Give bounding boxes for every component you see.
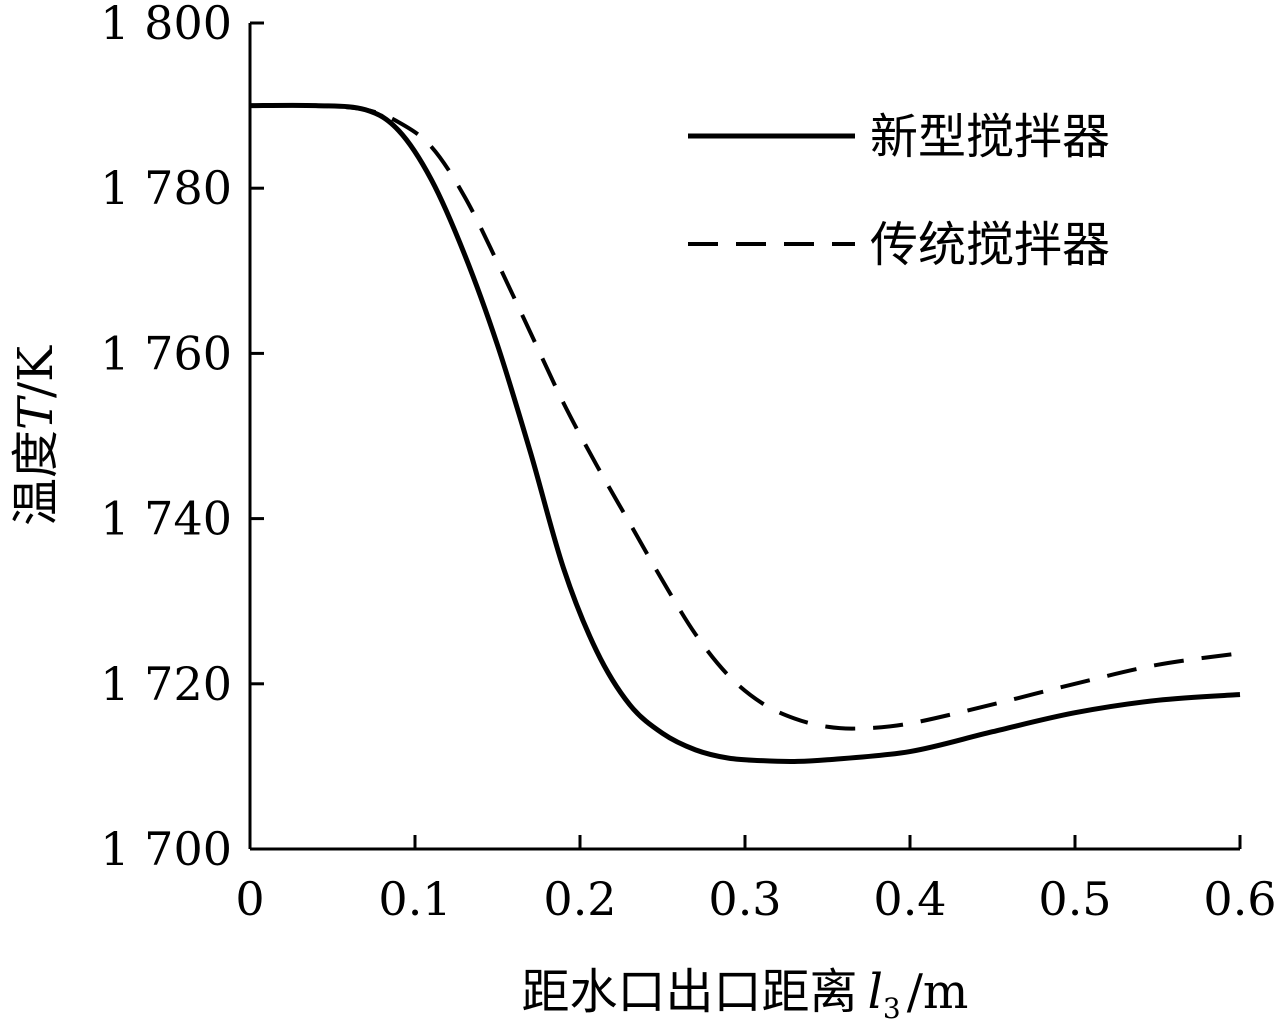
series-line-traditional-stirrer (249, 103, 1241, 731)
y-tick-label: 1 760 (100, 326, 232, 380)
y-tick-label: 1 740 (100, 492, 232, 546)
y-ticks: 1 700 1 720 1 740 1 760 1 780 1 800 (100, 0, 264, 876)
x-tick-label: 0.6 (1203, 872, 1276, 926)
x-axis-label-prefix: 距水口出口距离 (522, 964, 858, 1020)
x-axis-label-suffix: /m (907, 964, 969, 1020)
x-tick-label: 0.2 (543, 872, 616, 926)
x-tick-label: 0.5 (1038, 872, 1111, 926)
y-axis-label: 温度T/K (8, 345, 64, 526)
y-tick-label: 1 700 (100, 822, 232, 876)
series-line-new-stirrer (249, 102, 1241, 764)
legend: 新型搅拌器 传统搅拌器 (688, 109, 1110, 273)
y-axis-label-prefix: 温度 (8, 430, 64, 526)
x-axis-label-var: l (868, 964, 883, 1020)
x-tick-label: 0.3 (708, 872, 781, 926)
x-tick-label: 0 (235, 872, 264, 926)
y-axis-label-var: T (8, 395, 64, 430)
y-tick-label: 1 800 (100, 0, 232, 50)
legend-label-traditional-stirrer: 传统搅拌器 (870, 217, 1110, 273)
x-tick-label: 0.1 (378, 872, 451, 926)
y-axis-label-suffix: /K (8, 345, 64, 398)
legend-label-new-stirrer: 新型搅拌器 (870, 109, 1110, 165)
series-layer (249, 102, 1241, 764)
y-tick-label: 1 720 (100, 657, 232, 711)
x-tick-label: 0.4 (873, 872, 946, 926)
x-axis-label-sub: 3 (883, 992, 901, 1025)
y-tick-label: 1 780 (100, 161, 232, 215)
x-axis-label: 距水口出口距离 l3/m (522, 964, 969, 1025)
x-ticks: 0 0.1 0.2 0.3 0.4 0.5 0.6 (235, 835, 1277, 926)
